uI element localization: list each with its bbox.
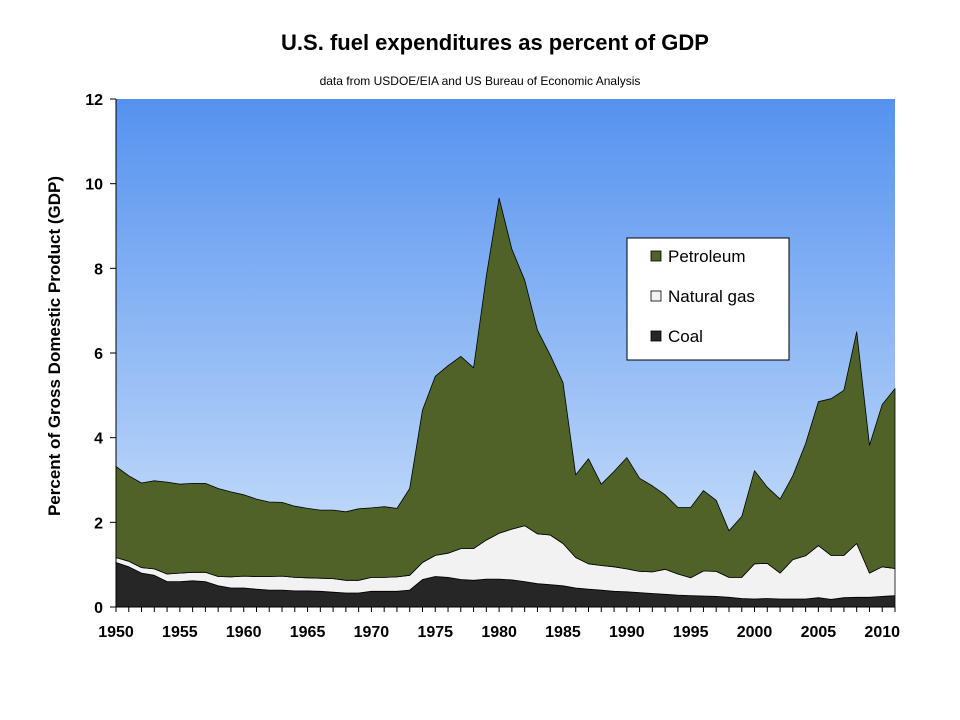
y-tick-label: 2 <box>94 515 103 532</box>
x-tick-label: 1975 <box>417 624 453 641</box>
x-tick-label: 1980 <box>481 624 517 641</box>
legend-swatch-natural-gas <box>650 290 662 302</box>
x-tick-label: 1955 <box>162 624 198 641</box>
legend-label-petroleum: Petroleum <box>668 247 745 266</box>
y-tick-label: 10 <box>85 177 103 194</box>
chart-title: U.S. fuel expenditures as percent of GDP <box>281 30 709 55</box>
x-tick-label: 1960 <box>226 624 262 641</box>
x-tick-label: 1970 <box>354 624 390 641</box>
x-tick-label: 1985 <box>545 624 581 641</box>
y-tick-label: 8 <box>94 261 103 278</box>
x-tick-label: 2005 <box>801 624 837 641</box>
x-tick-label: 1990 <box>609 624 645 641</box>
x-tick-label: 1950 <box>98 624 134 641</box>
ticks-layer: 0 2 4 6 8 10 12 1950 1955 1960 1965 1970 1975 1980 198… <box>85 92 900 641</box>
areas-layer <box>115 197 896 608</box>
x-tick-label: 1995 <box>673 624 709 641</box>
legend-label-coal: Coal <box>668 327 703 346</box>
y-axis-title: Percent of Gross Domestic Product (GDP) <box>45 176 64 516</box>
y-tick-label: 6 <box>94 346 103 363</box>
x-tick-label: 2010 <box>864 624 900 641</box>
chart-subtitle: data from USDOE/EIA and US Bureau of Eco… <box>319 74 641 88</box>
area-petroleum <box>115 197 896 581</box>
x-tick-label: 1965 <box>290 624 326 641</box>
y-tick-label: 4 <box>94 431 103 448</box>
x-tick-label: 2000 <box>737 624 773 641</box>
legend-swatch-coal <box>650 330 662 342</box>
legend-label-natural-gas: Natural gas <box>668 287 755 306</box>
y-tick-label: 12 <box>85 92 103 109</box>
legend-swatch-petroleum <box>650 250 662 262</box>
legend: Petroleum Natural gas Coal <box>626 237 790 361</box>
y-tick-label: 0 <box>94 600 103 617</box>
